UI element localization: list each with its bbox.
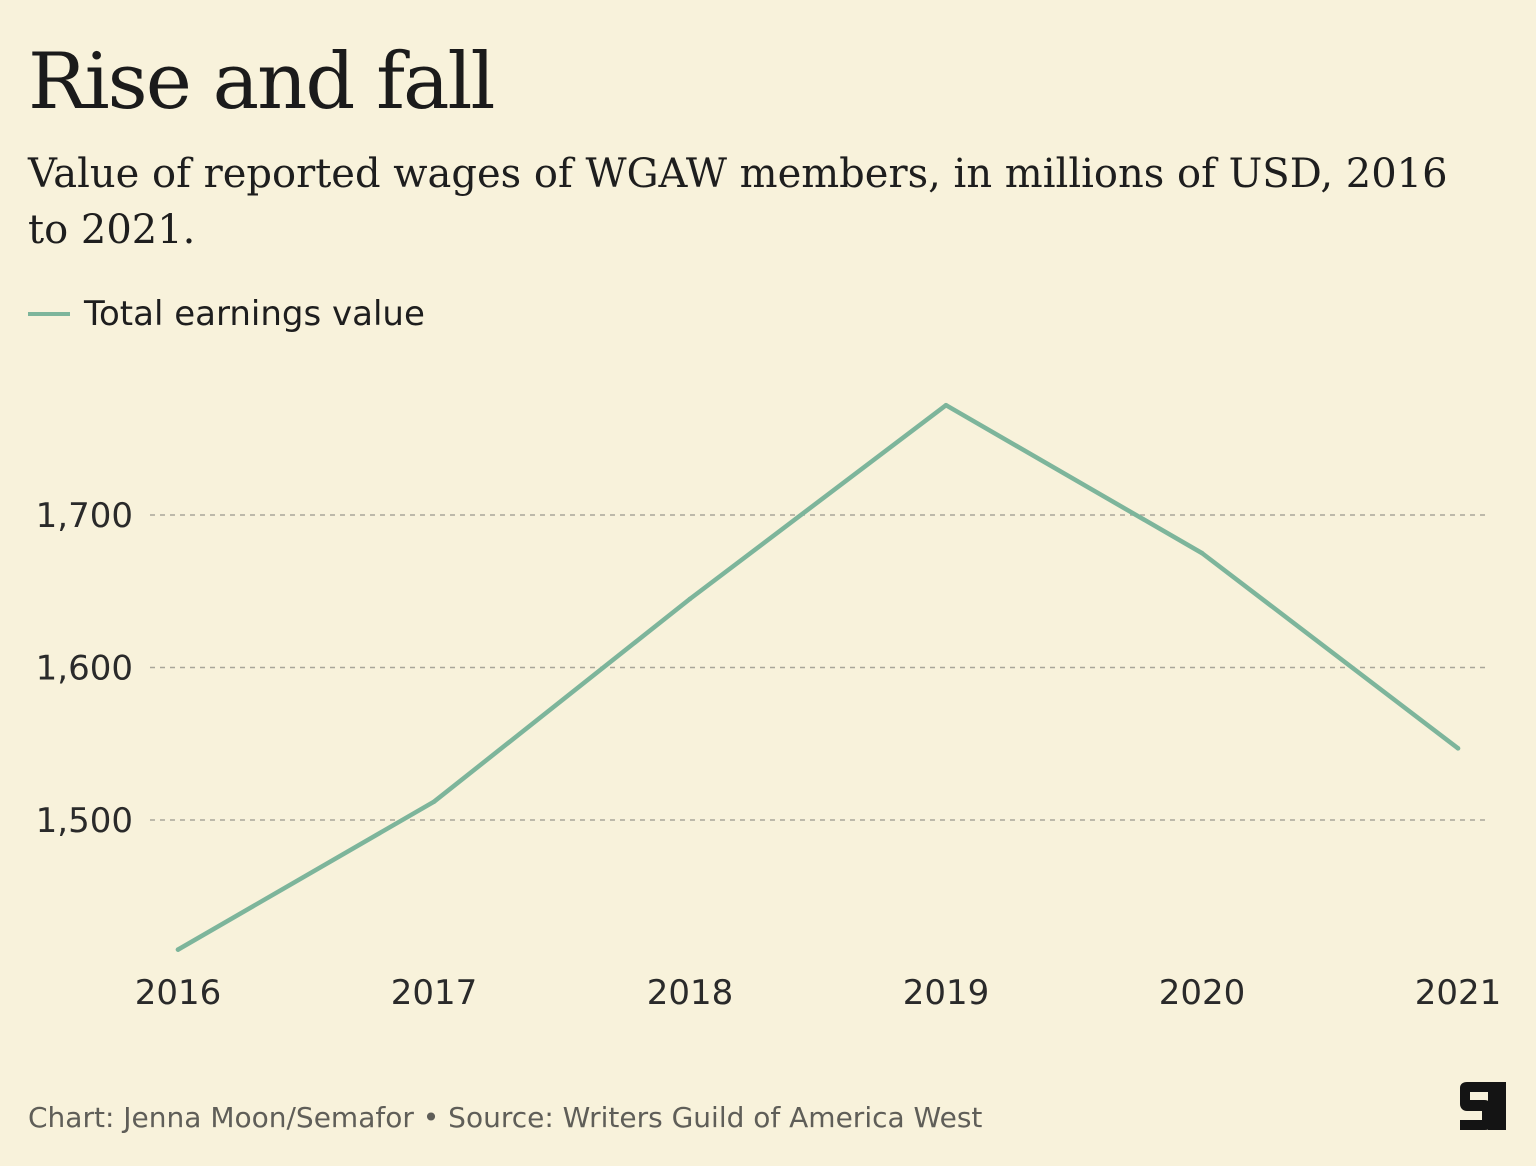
series-line xyxy=(175,402,1461,952)
gridlines xyxy=(150,514,1488,821)
x-tick-label: 2016 xyxy=(135,973,222,1013)
data-point xyxy=(687,596,693,602)
y-tick-label: 1,600 xyxy=(36,649,133,689)
chart-subtitle: Value of reported wages of WGAW members,… xyxy=(28,151,1448,253)
legend: Total earnings value xyxy=(28,292,425,336)
y-axis-tick-labels: 1,500 1,600 1,700 xyxy=(36,496,133,841)
data-point xyxy=(431,799,437,804)
x-tick-label: 2020 xyxy=(1159,973,1246,1013)
legend-label: Total earnings value xyxy=(84,294,425,334)
x-axis-tick-labels: 2016 2017 2018 2019 2020 2021 xyxy=(135,973,1502,1013)
data-point xyxy=(175,947,181,952)
y-tick-label: 1,700 xyxy=(36,496,133,536)
y-tick-label: 1,500 xyxy=(36,801,133,841)
chart-title: Rise and fall xyxy=(28,37,495,127)
data-point xyxy=(943,402,949,408)
data-point xyxy=(1455,746,1461,751)
x-tick-label: 2019 xyxy=(903,973,990,1013)
x-tick-label: 2018 xyxy=(647,973,734,1013)
legend-swatch xyxy=(28,312,70,316)
chart-credit: Chart: Jenna Moon/Semafor • Source: Writ… xyxy=(28,1101,983,1134)
x-tick-label: 2021 xyxy=(1415,973,1502,1013)
data-point xyxy=(1199,550,1205,556)
series-layer xyxy=(175,402,1461,952)
x-tick-label: 2017 xyxy=(391,973,478,1013)
semafor-logo-icon xyxy=(1460,1082,1506,1130)
